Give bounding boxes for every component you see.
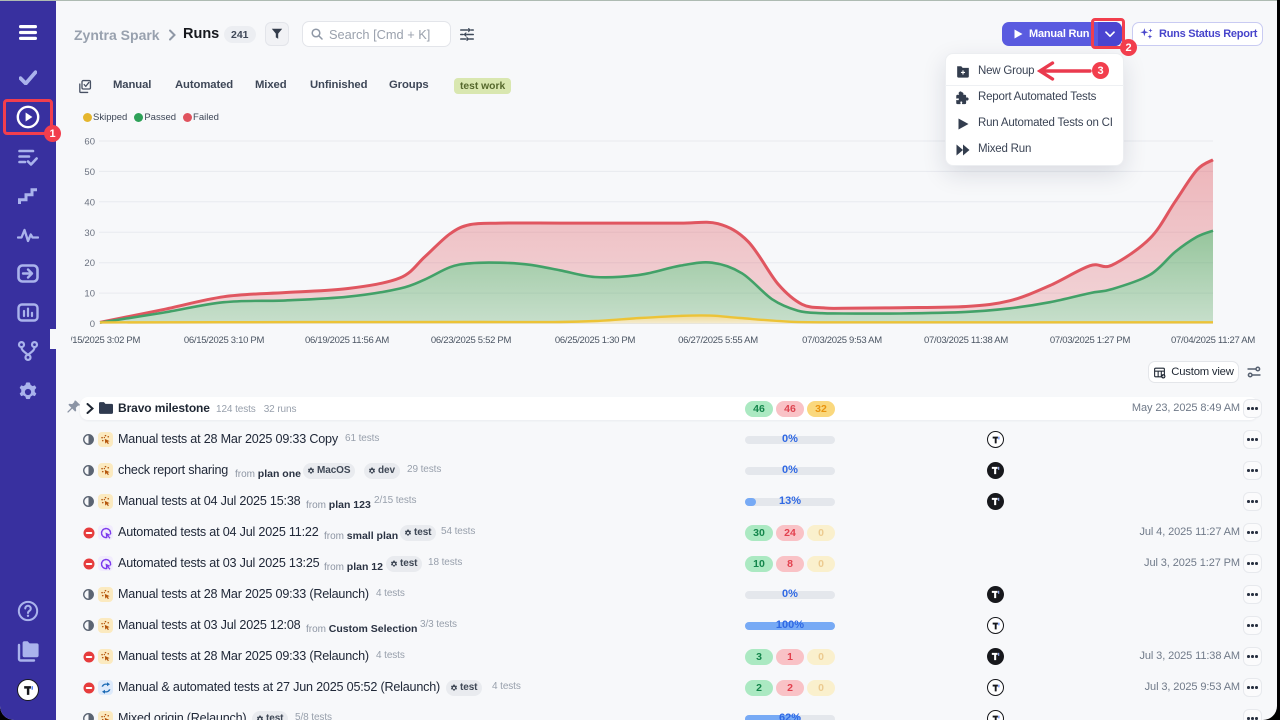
svg-text:40: 40 [84, 197, 95, 208]
svg-text:06/27/2025 5:55 AM: 06/27/2025 5:55 AM [678, 335, 758, 346]
svg-text:20: 20 [84, 258, 95, 269]
svg-text:06/19/2025 11:56 AM: 06/19/2025 11:56 AM [305, 335, 389, 346]
svg-text:06/23/2025 5:52 PM: 06/23/2025 5:52 PM [431, 335, 512, 346]
svg-text:06/15/2025 3:02 PM: 06/15/2025 3:02 PM [60, 335, 141, 346]
svg-text:60: 60 [84, 137, 95, 148]
svg-text:50: 50 [84, 167, 95, 178]
svg-text:30: 30 [84, 228, 95, 239]
svg-text:07/04/2025 11:27 AM: 07/04/2025 11:27 AM [1171, 335, 1255, 346]
svg-text:0: 0 [90, 319, 95, 330]
svg-text:10: 10 [84, 289, 95, 300]
svg-text:06/15/2025 3:10 PM: 06/15/2025 3:10 PM [184, 335, 265, 346]
svg-text:06/25/2025 1:30 PM: 06/25/2025 1:30 PM [555, 335, 636, 346]
svg-text:07/03/2025 9:53 AM: 07/03/2025 9:53 AM [802, 335, 882, 346]
svg-text:07/03/2025 11:38 AM: 07/03/2025 11:38 AM [924, 335, 1008, 346]
svg-text:07/03/2025 1:27 PM: 07/03/2025 1:27 PM [1050, 335, 1131, 346]
